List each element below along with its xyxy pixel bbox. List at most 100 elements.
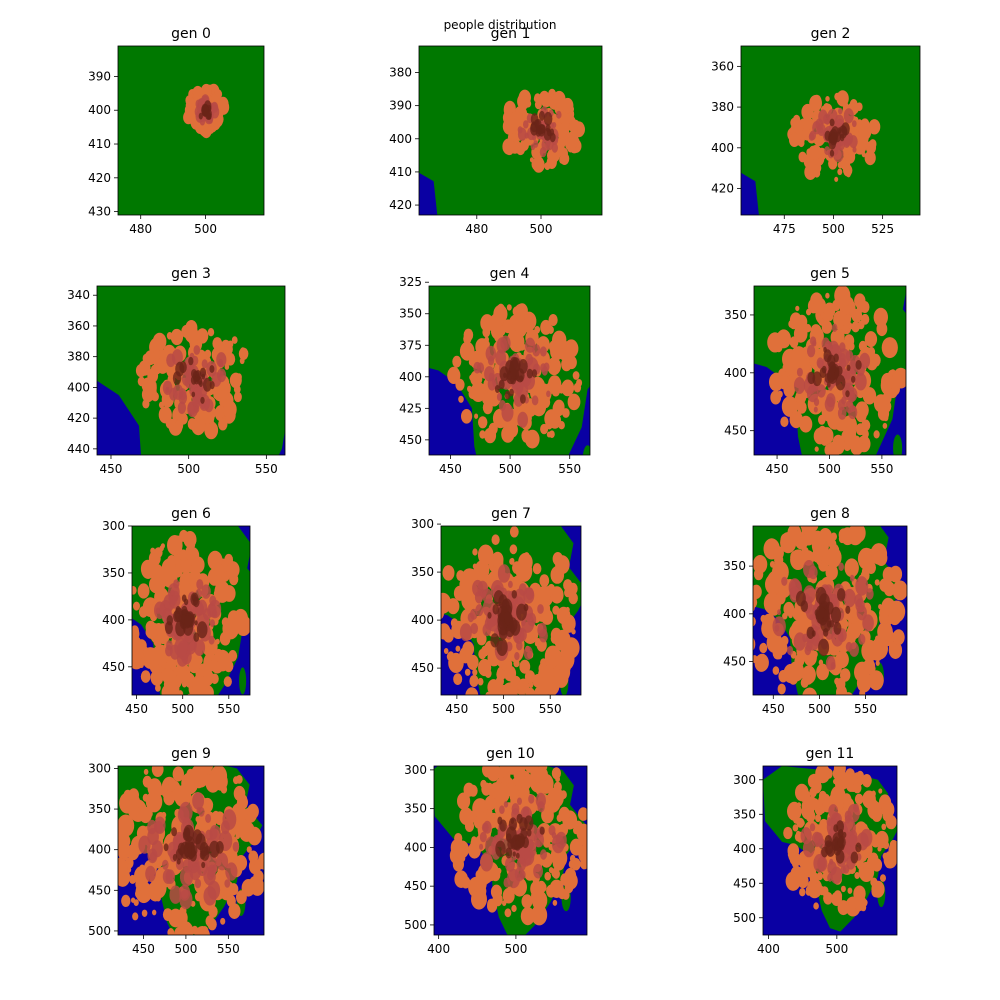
people-blob <box>882 566 895 583</box>
x-tick-label: 500 <box>818 462 841 476</box>
y-tick-label: 400 <box>724 366 747 380</box>
people-blob <box>783 601 795 616</box>
people-blob-dense <box>533 140 539 148</box>
people-blob-core <box>821 365 827 374</box>
axes-frame <box>753 285 907 456</box>
people-blob <box>506 886 513 895</box>
people-blob-core <box>193 632 200 642</box>
people-blob <box>233 608 248 628</box>
x-tick-label: 450 <box>100 462 123 476</box>
x-tick-label: 500 <box>822 222 845 236</box>
people-blob <box>868 119 881 135</box>
people-blob-core <box>183 824 194 842</box>
people-blob <box>176 667 188 682</box>
people-blob-dense <box>523 120 529 129</box>
y-tick-label: 410 <box>389 165 412 179</box>
people-blob-dense <box>203 866 216 886</box>
people-blob-dense <box>209 824 221 842</box>
people-blob <box>813 427 827 445</box>
people-blob <box>796 401 807 414</box>
people-blob <box>207 918 217 931</box>
people-blob <box>561 614 576 633</box>
people-blob <box>813 168 821 178</box>
people-blob <box>195 412 204 423</box>
people-blob <box>843 798 848 804</box>
people-blob <box>770 390 782 405</box>
y-tick-label: 420 <box>389 198 412 212</box>
people-blob <box>814 446 819 452</box>
subplot-title: gen 6 <box>171 506 211 522</box>
people-blob <box>580 858 587 870</box>
people-blob <box>792 824 799 832</box>
people-blob-core <box>199 850 206 860</box>
people-blob <box>558 806 570 822</box>
people-blob-dense <box>517 126 523 134</box>
people-blob <box>223 676 232 687</box>
people-blob <box>220 917 226 925</box>
people-blob <box>847 633 856 644</box>
people-blob-dense <box>201 584 211 599</box>
people-blob <box>509 526 519 538</box>
y-tick-label: 430 <box>88 205 111 219</box>
people-blob <box>142 793 149 802</box>
people-blob <box>883 841 890 850</box>
people-blob <box>532 674 544 688</box>
people-blob-core <box>833 353 839 363</box>
people-blob <box>152 909 157 916</box>
people-blob <box>461 876 471 889</box>
people-blob-core <box>538 110 545 121</box>
y-tick-label: 350 <box>102 566 125 580</box>
people-blob-dense <box>193 345 201 355</box>
people-blob-core <box>850 851 859 864</box>
people-blob <box>179 549 188 559</box>
people-blob <box>192 676 207 695</box>
people-blob <box>536 880 546 893</box>
people-blob <box>481 645 490 657</box>
people-blob <box>487 899 498 913</box>
people-blob <box>892 629 905 646</box>
map-layer-8 <box>753 526 907 695</box>
people-blob-dense <box>177 401 186 414</box>
people-blob <box>468 358 475 366</box>
people-blob <box>554 669 569 688</box>
people-blob <box>540 319 552 335</box>
people-blob-core <box>830 606 842 624</box>
people-blob <box>192 86 201 97</box>
people-blob <box>521 317 534 333</box>
people-blob <box>825 428 831 434</box>
people-blob <box>149 660 159 673</box>
people-blob <box>472 563 477 569</box>
people-blob <box>844 558 859 578</box>
people-blob <box>233 391 242 403</box>
people-blob <box>502 900 507 906</box>
people-blob-dense <box>828 804 839 819</box>
axes-frame <box>433 765 588 936</box>
people-blob-dense <box>813 854 826 873</box>
people-blob <box>531 890 548 911</box>
y-tick-label: 350 <box>723 559 746 573</box>
people-blob-core <box>187 847 192 854</box>
people-blob <box>799 888 806 897</box>
people-blob <box>753 584 762 599</box>
people-blob <box>769 561 776 568</box>
people-blob <box>559 852 564 858</box>
people-blob <box>522 141 529 149</box>
people-blob <box>799 789 811 803</box>
people-blob <box>832 766 844 781</box>
y-tick-label: 500 <box>733 911 756 925</box>
y-tick-label: 300 <box>404 763 427 777</box>
people-blob-dense <box>808 565 818 580</box>
people-blob-dense <box>166 640 173 651</box>
people-blob-core <box>515 852 520 859</box>
subplot-title: gen 1 <box>491 26 531 42</box>
people-blob <box>560 790 567 800</box>
island-area <box>582 445 590 455</box>
people-blob-dense <box>796 367 803 377</box>
people-blob-core <box>194 620 198 626</box>
x-tick-label: 475 <box>773 222 796 236</box>
people-blob <box>523 552 530 560</box>
people-blob <box>565 131 579 149</box>
people-blob-core <box>816 605 825 620</box>
people-blob <box>152 332 167 351</box>
people-blob <box>562 408 570 418</box>
